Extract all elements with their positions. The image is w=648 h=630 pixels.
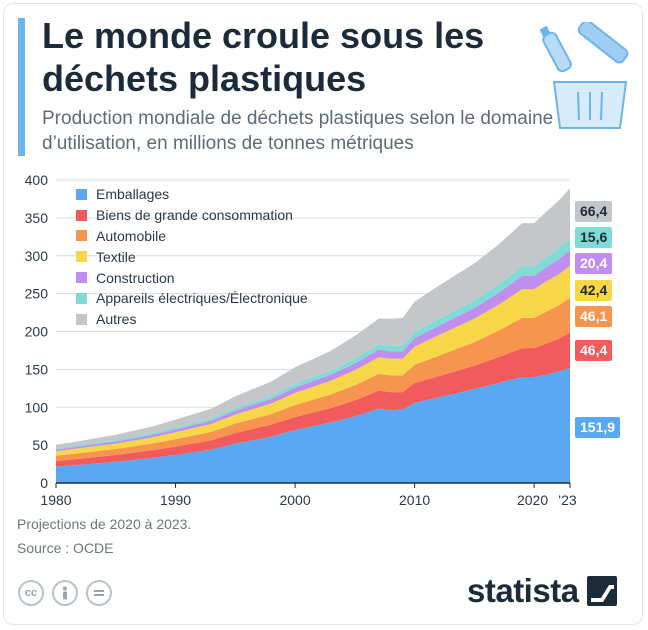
end-value-label: 66,4 xyxy=(575,201,613,222)
y-tick-label: 100 xyxy=(25,399,49,415)
legend-item: Biens de grande consommation xyxy=(76,205,308,226)
end-value-label: 20,4 xyxy=(575,253,613,274)
statista-logo-icon xyxy=(586,576,617,606)
end-value-label: 42,4 xyxy=(575,280,613,301)
area-emballages xyxy=(56,367,570,483)
legend-label: Textile xyxy=(96,248,136,265)
y-tick-label: 250 xyxy=(25,286,49,302)
legend-swatch xyxy=(76,188,87,200)
x-tick-label: 2020 xyxy=(517,492,548,508)
end-value-label: 46,4 xyxy=(575,340,613,361)
y-tick-label: 300 xyxy=(25,248,49,264)
trash-bin-icon xyxy=(540,22,629,129)
end-value-label: 46,1 xyxy=(575,306,613,327)
legend-label: Emballages xyxy=(96,186,170,203)
y-tick-label: 350 xyxy=(25,210,49,226)
y-tick-label: 200 xyxy=(25,324,49,340)
bottle-icon xyxy=(540,26,572,73)
end-value-label: 151,9 xyxy=(575,417,621,438)
projection-note: Projections de 2020 à 2023. xyxy=(17,516,192,532)
legend-swatch xyxy=(76,230,87,242)
x-tick-label: ’23 xyxy=(558,492,577,508)
legend-swatch xyxy=(76,209,87,221)
x-tick-label: 2010 xyxy=(399,492,430,508)
end-value-label: 15,6 xyxy=(575,227,613,248)
x-tick-label: 1980 xyxy=(40,492,71,508)
legend-item: Automobile xyxy=(76,226,308,247)
legend-swatch xyxy=(76,251,87,263)
y-tick-label: 150 xyxy=(25,361,49,377)
legend-label: Autres xyxy=(96,311,137,328)
source-note: Source : OCDE xyxy=(17,540,114,556)
equals-icon[interactable] xyxy=(86,580,112,606)
area-series xyxy=(56,188,570,483)
brand-name: statista xyxy=(467,572,579,609)
y-tick-label: 400 xyxy=(25,172,49,188)
person-icon[interactable] xyxy=(52,580,78,606)
y-tick-label: 0 xyxy=(40,475,48,491)
legend-item: Construction xyxy=(76,267,308,288)
legend-item: Appareils électriques/Électronique xyxy=(76,288,308,309)
legend-label: Biens de grande consommation xyxy=(96,207,293,224)
x-tick-label: 1990 xyxy=(160,492,191,508)
x-tick-label: 2000 xyxy=(279,492,310,508)
chart-legend: Emballages Biens de grande consommation Au… xyxy=(76,184,308,330)
y-tick-label: 50 xyxy=(32,437,48,453)
legend-swatch xyxy=(76,272,87,284)
cc-icon[interactable]: cc xyxy=(18,580,44,606)
page-subtitle: Production mondiale de déchets plastique… xyxy=(42,108,554,154)
axes: 0 50 100 150 200 250 300 350 400 1980 1990 2000 2010… xyxy=(25,172,577,508)
legend-item: Emballages xyxy=(76,184,308,205)
legend-label: Construction xyxy=(96,269,175,286)
infographic-frame xyxy=(3,3,643,625)
title-accent-bar xyxy=(18,18,25,156)
statista-brand[interactable]: statista xyxy=(467,572,617,610)
legend-label: Automobile xyxy=(96,227,167,244)
license-icons: cc xyxy=(18,580,112,606)
legend-label: Appareils électriques/Électronique xyxy=(96,290,308,307)
legend-swatch xyxy=(76,292,87,304)
legend-swatch xyxy=(76,313,87,325)
legend-item: Autres xyxy=(76,309,308,330)
page-title: Le monde croule sous les déchets plastiq… xyxy=(42,15,485,99)
legend-item: Textile xyxy=(76,246,308,267)
bin-lid-icon xyxy=(577,22,629,64)
